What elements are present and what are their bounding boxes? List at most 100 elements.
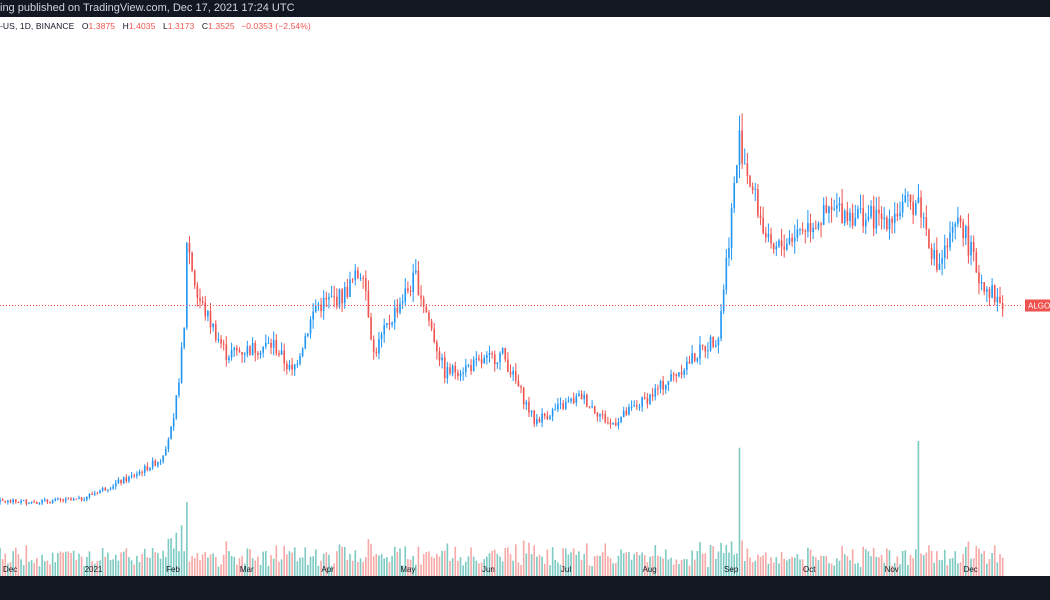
price-chart[interactable]: ALGO Dec 2021 Feb Mar Apr May Jun Jul Aug Sep Oct N… xyxy=(0,17,1050,576)
volume-bar xyxy=(583,554,586,576)
volume-bar xyxy=(1,559,4,576)
candle-body xyxy=(946,245,949,248)
volume-bar xyxy=(891,565,893,576)
candle-body xyxy=(396,307,399,313)
volume-bar xyxy=(412,555,414,576)
candle-body xyxy=(275,340,278,354)
volume-bar xyxy=(757,554,759,576)
candle-body xyxy=(549,416,551,419)
volume-bar xyxy=(801,559,804,576)
volume-bar xyxy=(862,546,864,576)
volume-bar xyxy=(49,564,51,576)
volume-bar xyxy=(307,564,309,576)
candle-body xyxy=(54,498,57,501)
volume-bar xyxy=(899,564,901,576)
candle-body xyxy=(817,223,820,229)
candle-body xyxy=(714,345,717,347)
candle-body xyxy=(99,490,101,494)
volume-bar xyxy=(728,552,730,576)
volume-bar xyxy=(791,556,793,576)
candle-body xyxy=(614,422,617,426)
volume-bar xyxy=(638,555,641,576)
candle-body xyxy=(586,394,588,407)
candle-body xyxy=(501,347,504,354)
candle-body xyxy=(730,208,733,248)
candle-body xyxy=(628,406,630,415)
volume-bar xyxy=(893,562,896,576)
candle-body xyxy=(183,327,186,348)
volume-bar xyxy=(428,551,430,576)
candle-body xyxy=(914,202,917,215)
volume-bar xyxy=(164,557,167,576)
candle-body xyxy=(899,212,901,217)
candle-body xyxy=(364,277,367,292)
candle-body xyxy=(836,205,838,209)
volume-bar xyxy=(80,556,83,576)
volume-bar xyxy=(351,560,354,576)
volume-bar xyxy=(586,543,588,576)
candle-body xyxy=(304,336,307,349)
candle-body xyxy=(854,217,857,226)
candle-body xyxy=(986,289,988,292)
volume-bar xyxy=(101,548,104,576)
volume-bar xyxy=(941,559,943,576)
candle-body xyxy=(170,426,172,440)
candle-body xyxy=(504,347,507,360)
candle-body xyxy=(820,223,822,225)
volume-bar xyxy=(246,548,249,576)
candle-body xyxy=(901,201,904,213)
candle-body xyxy=(686,361,688,370)
volume-bar xyxy=(383,558,386,576)
candle-body xyxy=(454,365,457,373)
volume-bar xyxy=(764,552,767,576)
candle-body xyxy=(354,270,357,280)
candle-body xyxy=(857,208,859,218)
volume-bar xyxy=(25,545,28,576)
candle-body xyxy=(288,364,291,369)
volume-bar xyxy=(522,540,525,576)
candle-body xyxy=(667,381,670,385)
candle-body xyxy=(478,358,480,360)
volume-bar xyxy=(475,560,478,576)
candle-body xyxy=(912,201,914,215)
candle-body xyxy=(725,257,728,290)
time-axis-tick-label: Dec xyxy=(3,565,17,574)
candle-body xyxy=(554,409,557,411)
volume-bar xyxy=(238,558,241,576)
candle-body xyxy=(833,208,836,210)
volume-bar xyxy=(17,554,20,576)
candle-body xyxy=(36,502,38,504)
candle-body xyxy=(920,197,922,218)
volume-bar xyxy=(249,549,251,576)
volume-bar xyxy=(414,564,417,576)
volume-bar xyxy=(141,553,143,576)
candle-body xyxy=(109,488,112,490)
volume-bar xyxy=(759,556,762,576)
volume-bar xyxy=(199,560,201,576)
candle-body xyxy=(425,306,428,313)
candle-body xyxy=(520,386,522,388)
volume-bar xyxy=(496,553,499,576)
volume-bar xyxy=(364,556,367,576)
volume-bar xyxy=(30,560,33,576)
volume-bar xyxy=(938,560,941,576)
candle-body xyxy=(480,359,483,364)
volume-bar xyxy=(664,549,667,576)
volume-bar xyxy=(612,563,614,576)
candle-body xyxy=(751,186,754,191)
candle-body xyxy=(786,243,788,250)
candle-body xyxy=(378,339,380,354)
candle-body xyxy=(12,499,14,503)
volume-bar xyxy=(62,552,64,576)
candle-body xyxy=(343,287,346,304)
candle-body xyxy=(333,296,336,298)
candle-body xyxy=(420,295,422,299)
volume-bar xyxy=(849,560,851,576)
volume-bar xyxy=(338,544,341,576)
volume-bar xyxy=(157,553,159,576)
candle-body xyxy=(759,215,762,218)
volume-bar xyxy=(988,559,991,576)
volume-bar xyxy=(851,549,854,576)
volume-bar xyxy=(536,556,538,576)
volume-bar xyxy=(867,551,870,576)
